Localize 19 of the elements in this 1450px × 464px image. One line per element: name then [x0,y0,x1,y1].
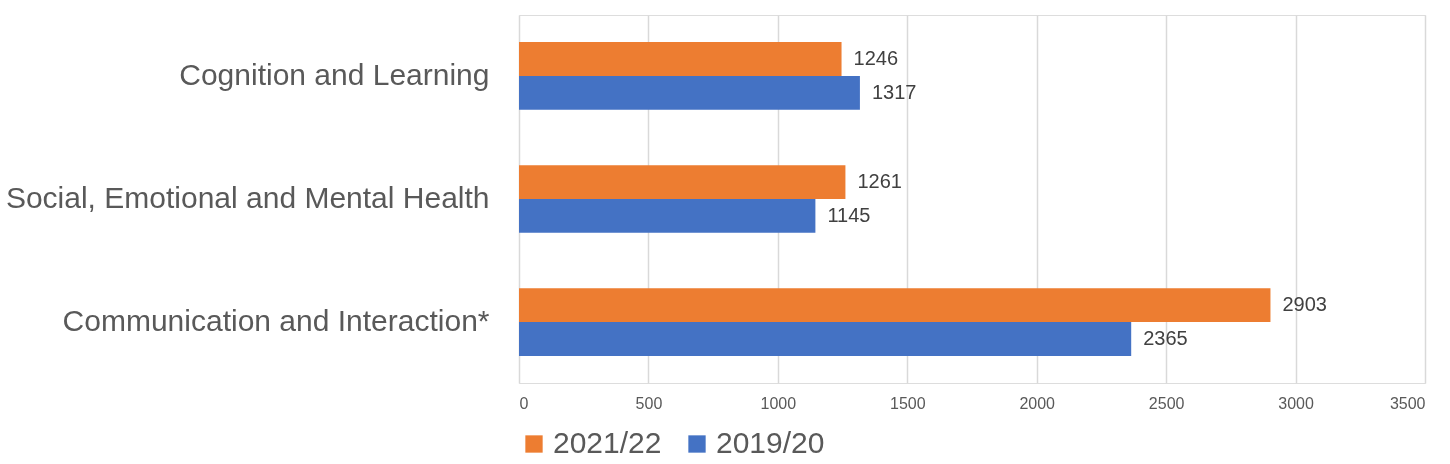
y-tick-label: Cognition and Learning [179,57,490,91]
data-label: 1317 [871,80,917,103]
y-tick-label: Communication and Interaction* [62,304,490,338]
x-tick-label: 3000 [1278,394,1314,412]
x-tick-label: 3500 [1389,394,1426,412]
data-label: 2903 [1282,293,1327,316]
legend-label: 2021/22 [553,426,662,459]
x-tick-label: 1000 [760,394,797,412]
x-tick-label: 2500 [1148,394,1185,412]
data-label: 1261 [857,170,902,193]
x-tick-label: 1500 [889,394,926,412]
x-tick-label: 500 [635,394,663,412]
x-tick-label: 0 [519,394,529,412]
data-label: 1246 [853,47,899,69]
data-label: 2365 [1143,327,1188,349]
y-tick-label: Social, Emotional and Mental Health [5,181,490,214]
x-tick-label: 2000 [1019,394,1056,412]
data-label: 1145 [827,203,871,226]
legend-label: 2019/20 [716,426,825,459]
